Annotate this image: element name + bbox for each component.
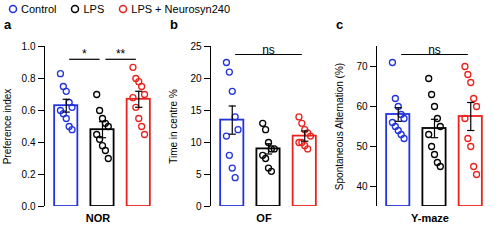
html-text:Control: Control: [21, 3, 57, 15]
svg-text:25: 25: [190, 41, 202, 52]
svg-text:0.6: 0.6: [22, 105, 36, 116]
svg-text:**: **: [116, 47, 126, 61]
svg-text:10: 10: [190, 137, 202, 148]
html-text:OF: OF: [256, 212, 272, 224]
html-text:c: c: [336, 17, 344, 32]
svg-text:1.0: 1.0: [22, 41, 36, 52]
svg-text:0.2: 0.2: [22, 169, 36, 180]
svg-text:Spontaneous Alternation (%): Spontaneous Alternation (%): [334, 63, 345, 190]
html-text:Y-maze: Y-maze: [411, 212, 449, 224]
html-text:a: a: [4, 17, 12, 32]
svg-text:40: 40: [356, 181, 368, 192]
svg-text:ns: ns: [262, 43, 275, 57]
html-text:LPS + Neurosyn240: LPS + Neurosyn240: [131, 3, 230, 15]
svg-text:15: 15: [190, 105, 202, 116]
svg-text:50: 50: [356, 141, 368, 152]
svg-text:0.8: 0.8: [22, 73, 36, 84]
html-text:NOR: NOR: [85, 212, 111, 224]
svg-text:0: 0: [196, 201, 202, 212]
svg-text:5: 5: [196, 169, 202, 180]
svg-text:0.0: 0.0: [22, 201, 36, 212]
svg-text:ns: ns: [428, 43, 441, 57]
svg-text:60: 60: [356, 101, 368, 112]
html-text:LPS: LPS: [83, 3, 105, 15]
svg-text:Time in centre %: Time in centre %: [168, 89, 179, 164]
svg-text:70: 70: [356, 61, 368, 72]
svg-text:*: *: [82, 47, 87, 61]
svg-text:20: 20: [190, 73, 202, 84]
html-text:b: b: [170, 17, 178, 32]
svg-text:Preference index: Preference index: [2, 89, 13, 165]
svg-text:0.4: 0.4: [22, 137, 36, 148]
